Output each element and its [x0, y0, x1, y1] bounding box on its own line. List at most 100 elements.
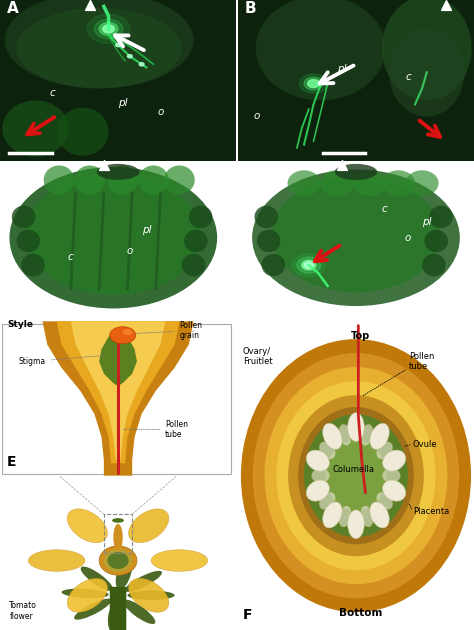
Text: c: c [68, 252, 73, 262]
Text: Ovule: Ovule [413, 440, 437, 449]
Ellipse shape [348, 510, 364, 539]
Point [86, 0, 93, 10]
Point [338, 161, 346, 171]
Text: o: o [254, 111, 260, 121]
Text: c: c [49, 88, 55, 98]
Circle shape [292, 254, 325, 277]
Text: Tomato
flower: Tomato flower [9, 602, 37, 621]
Ellipse shape [382, 0, 472, 100]
Text: C: C [7, 161, 18, 176]
Ellipse shape [323, 502, 342, 528]
Text: pl: pl [337, 64, 346, 74]
Text: Stigma: Stigma [19, 355, 103, 366]
Ellipse shape [288, 170, 320, 196]
Ellipse shape [97, 164, 139, 180]
Ellipse shape [57, 108, 109, 156]
Ellipse shape [255, 205, 278, 228]
Polygon shape [71, 321, 165, 460]
FancyBboxPatch shape [238, 0, 474, 161]
Ellipse shape [112, 518, 124, 523]
Ellipse shape [21, 254, 45, 277]
Text: pl: pl [118, 98, 128, 108]
Ellipse shape [312, 469, 329, 483]
Ellipse shape [361, 506, 373, 527]
Ellipse shape [361, 425, 373, 445]
Circle shape [308, 79, 319, 88]
Ellipse shape [113, 524, 123, 551]
Ellipse shape [429, 205, 453, 228]
Ellipse shape [325, 440, 387, 512]
Ellipse shape [264, 367, 447, 584]
Ellipse shape [253, 353, 459, 598]
Text: Top: Top [351, 331, 370, 341]
Ellipse shape [276, 381, 436, 570]
Ellipse shape [81, 566, 113, 591]
Text: Pollen
tube: Pollen tube [123, 420, 188, 439]
Ellipse shape [383, 480, 406, 501]
Ellipse shape [323, 423, 342, 449]
Polygon shape [99, 328, 137, 386]
Ellipse shape [164, 166, 195, 195]
Ellipse shape [108, 166, 138, 195]
Text: c: c [405, 72, 411, 82]
FancyBboxPatch shape [0, 0, 236, 161]
Ellipse shape [44, 166, 74, 195]
Ellipse shape [128, 509, 169, 542]
Text: Pollen
tube: Pollen tube [409, 352, 435, 371]
Ellipse shape [128, 578, 169, 612]
Ellipse shape [298, 407, 414, 544]
Ellipse shape [125, 571, 162, 592]
Text: Ovary/
Fruitlet: Ovary/ Fruitlet [243, 347, 272, 367]
Circle shape [94, 20, 123, 38]
Polygon shape [57, 321, 179, 463]
Circle shape [110, 327, 136, 344]
Text: B: B [245, 1, 256, 16]
Circle shape [139, 62, 144, 66]
Ellipse shape [339, 506, 351, 527]
Ellipse shape [262, 254, 285, 277]
Circle shape [116, 43, 120, 47]
Circle shape [128, 55, 132, 58]
Ellipse shape [67, 578, 108, 612]
Ellipse shape [184, 230, 208, 252]
Ellipse shape [5, 0, 193, 88]
Ellipse shape [320, 170, 354, 196]
Ellipse shape [74, 166, 105, 195]
Ellipse shape [306, 480, 329, 501]
Ellipse shape [151, 550, 208, 571]
Polygon shape [43, 321, 193, 476]
Ellipse shape [348, 413, 364, 442]
Circle shape [297, 257, 320, 273]
Circle shape [301, 260, 316, 270]
Circle shape [304, 262, 313, 268]
Ellipse shape [288, 395, 424, 556]
Ellipse shape [182, 254, 205, 277]
Ellipse shape [319, 492, 335, 510]
Ellipse shape [382, 170, 415, 196]
Ellipse shape [128, 591, 175, 600]
Circle shape [87, 14, 130, 43]
Ellipse shape [123, 600, 155, 624]
Ellipse shape [241, 339, 471, 612]
Circle shape [99, 23, 118, 35]
Ellipse shape [383, 469, 400, 483]
Ellipse shape [2, 100, 68, 157]
Ellipse shape [335, 164, 377, 180]
Ellipse shape [104, 549, 132, 572]
Ellipse shape [255, 0, 385, 100]
Ellipse shape [12, 205, 36, 228]
Text: Columella: Columella [333, 466, 374, 474]
Text: o: o [127, 246, 133, 256]
Text: Bottom: Bottom [339, 608, 383, 618]
Ellipse shape [189, 205, 212, 228]
Text: E: E [7, 455, 17, 469]
Circle shape [304, 77, 323, 90]
Text: F: F [243, 607, 252, 622]
Ellipse shape [383, 450, 406, 471]
Ellipse shape [377, 492, 392, 510]
Ellipse shape [370, 502, 389, 528]
Ellipse shape [9, 167, 217, 309]
Ellipse shape [406, 170, 438, 196]
Text: pl: pl [422, 217, 431, 227]
Ellipse shape [257, 230, 281, 252]
